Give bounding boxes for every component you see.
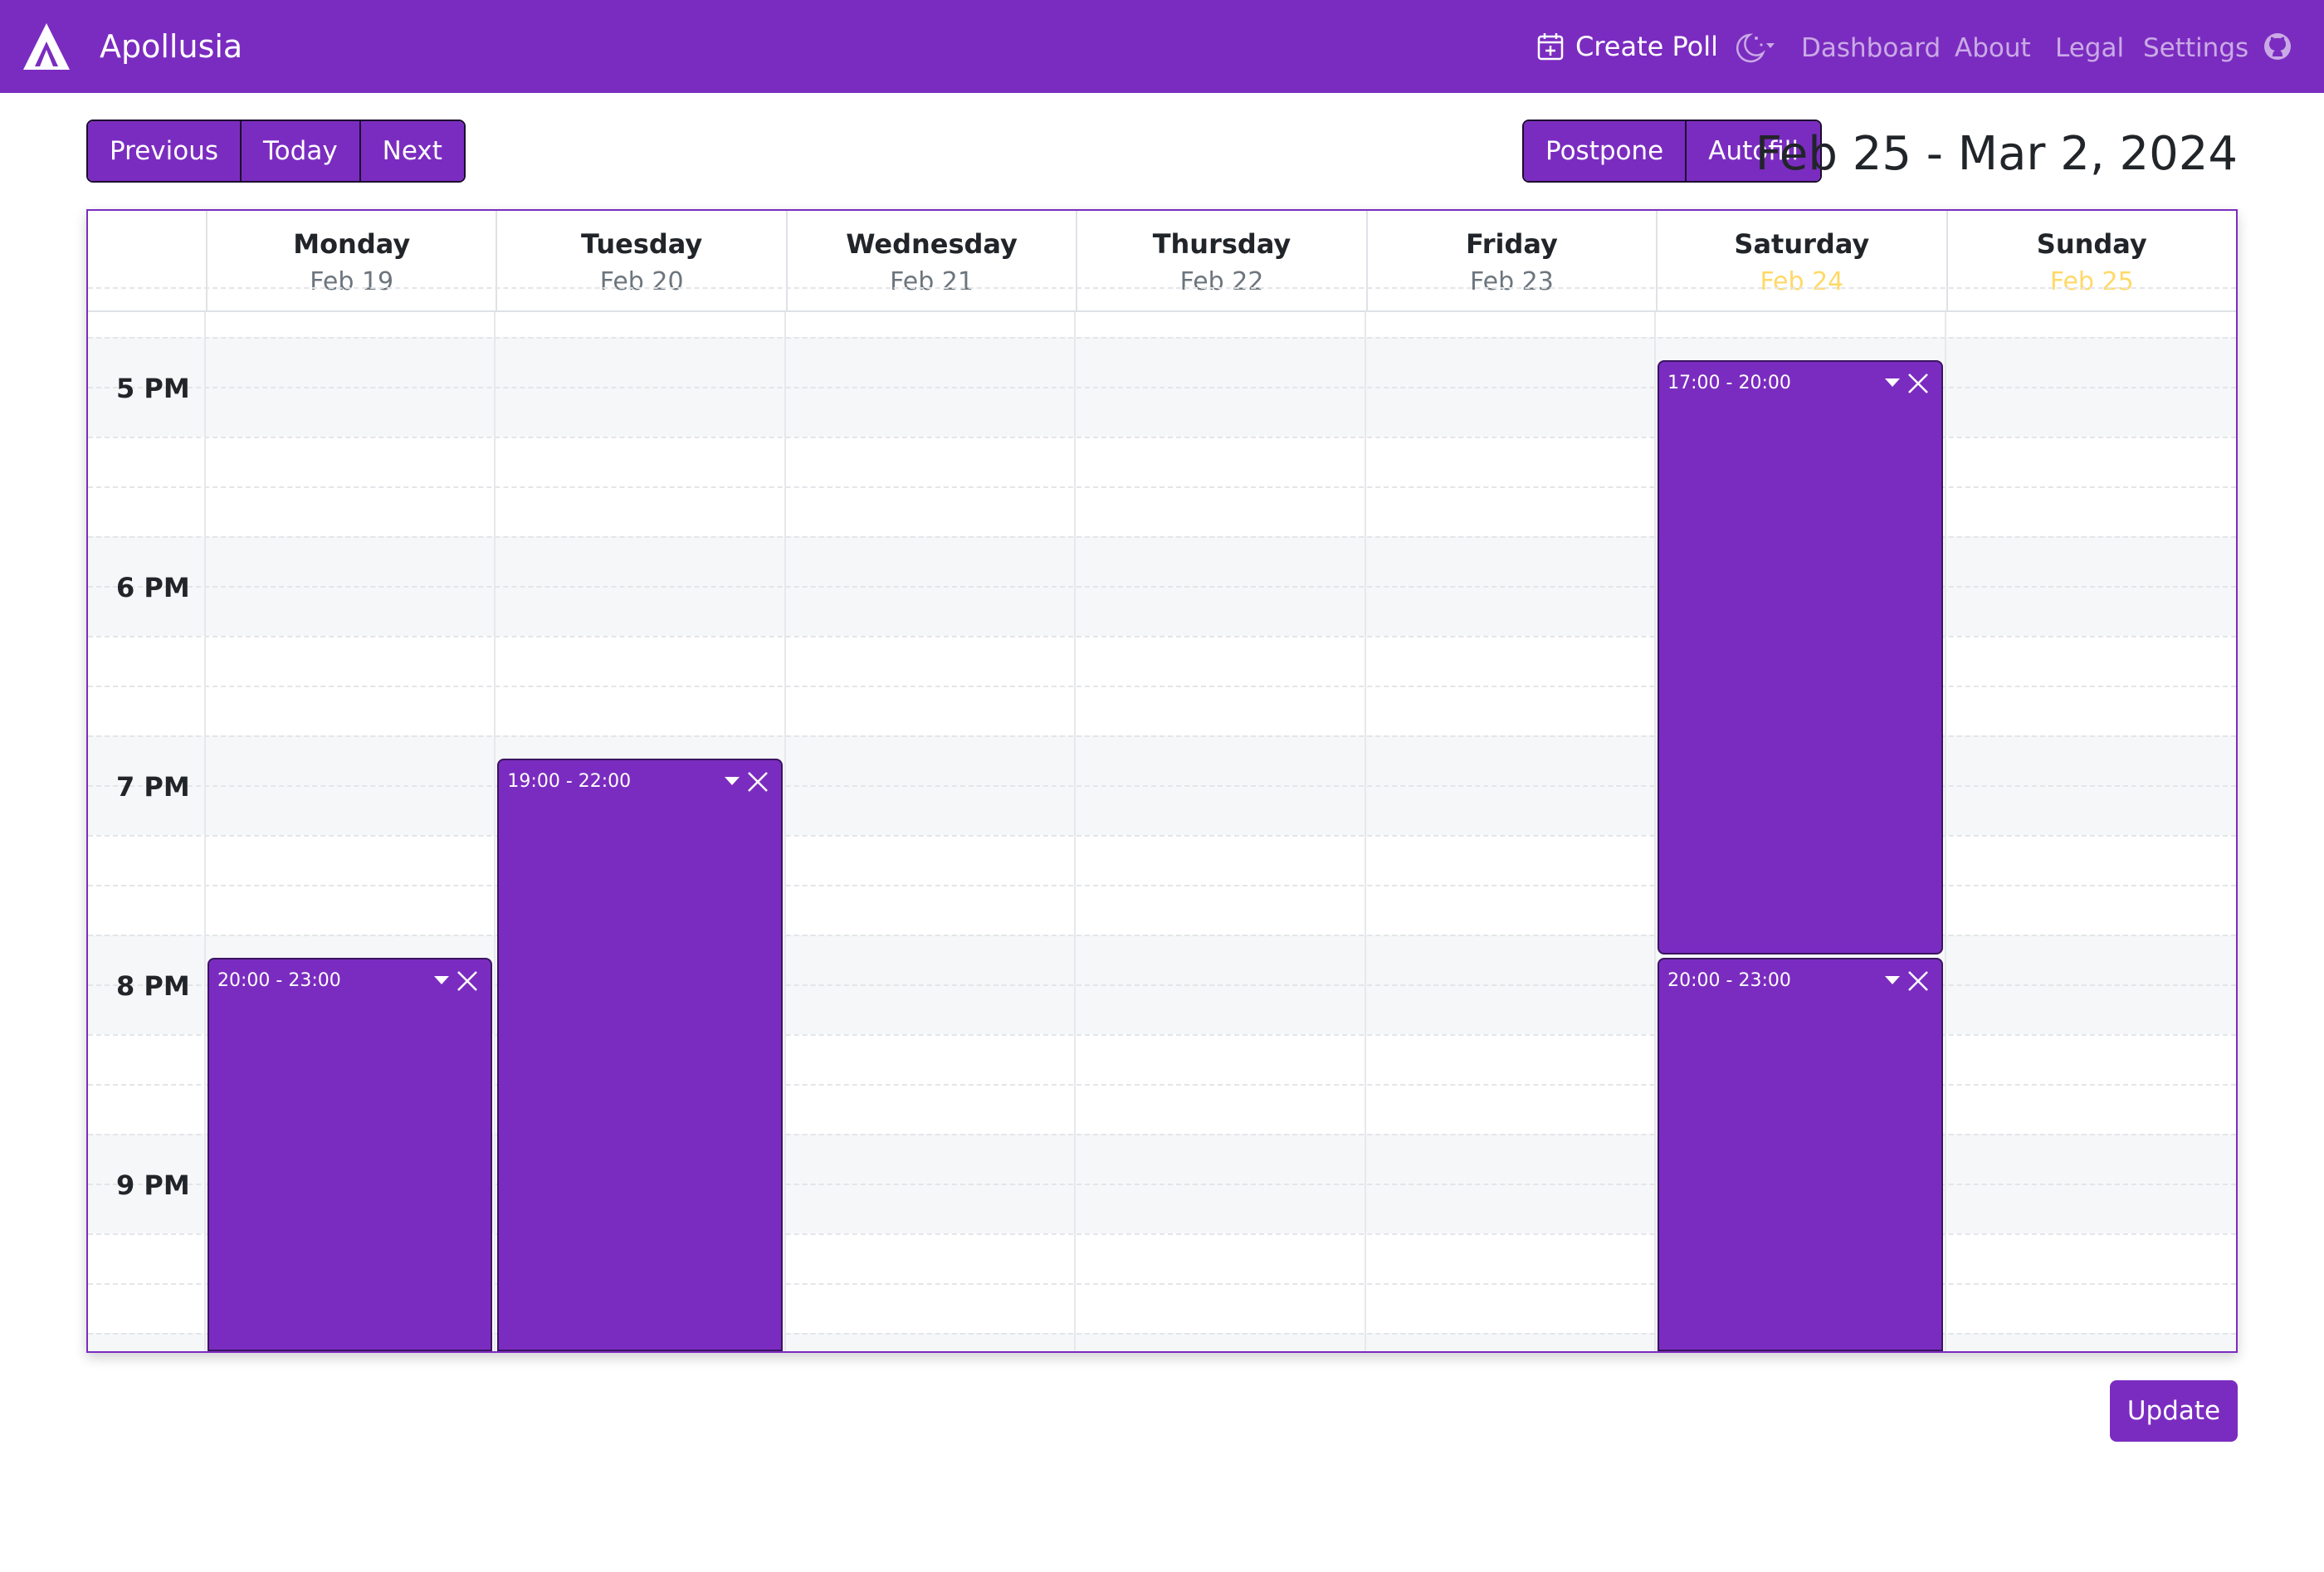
caret-down-icon[interactable] — [1884, 378, 1900, 387]
day-date: Feb 23 — [1470, 267, 1554, 296]
day-header-saturday: Saturday Feb 24 — [1656, 211, 1946, 310]
caret-down-icon[interactable] — [434, 976, 450, 984]
day-date: Feb 22 — [1179, 267, 1264, 296]
day-header-sunday: Sunday Feb 25 — [1946, 211, 2236, 310]
close-icon[interactable] — [456, 969, 479, 993]
column-divider — [494, 312, 496, 1351]
create-poll-label: Create Poll — [1575, 31, 1719, 62]
close-icon[interactable] — [1907, 969, 1930, 993]
day-name: Wednesday — [846, 228, 1018, 260]
day-date: Feb 25 — [2049, 267, 2134, 296]
time-slot[interactable] — [88, 287, 2236, 337]
nav-about-link[interactable]: About — [1955, 33, 2031, 63]
hour-label: 6 PM — [116, 572, 190, 603]
day-name: Saturday — [1734, 228, 1870, 260]
day-name: Tuesday — [581, 228, 703, 260]
event-time-label: 20:00 - 23:00 — [1667, 970, 1791, 991]
calendar-plus-icon — [1537, 33, 1564, 61]
day-name: Friday — [1465, 228, 1558, 260]
time-slot[interactable] — [88, 1084, 2236, 1134]
next-button[interactable]: Next — [360, 121, 464, 181]
hour-label: 5 PM — [116, 373, 190, 404]
event-time-label: 20:00 - 23:00 — [217, 970, 341, 991]
week-calendar: Monday Feb 19 Tuesday Feb 20 Wednesday Feb 21… — [86, 209, 2238, 1353]
availability-event[interactable]: 17:00 - 20:00 — [1658, 360, 1943, 954]
day-name: Thursday — [1152, 228, 1291, 260]
close-icon[interactable] — [746, 770, 769, 793]
previous-button[interactable]: Previous — [88, 121, 242, 181]
day-date: Feb 20 — [599, 267, 684, 296]
availability-event[interactable]: 20:00 - 23:00 — [208, 958, 493, 1351]
column-divider — [204, 312, 206, 1351]
day-header-monday: Monday Feb 19 — [206, 211, 496, 310]
day-name: Sunday — [2036, 228, 2147, 260]
time-slot[interactable] — [88, 686, 2236, 735]
brand-name[interactable]: Apollusia — [100, 28, 243, 65]
nav-dashboard-link[interactable]: Dashboard — [1801, 33, 1941, 63]
column-divider — [1944, 312, 1946, 1351]
column-divider — [1074, 312, 1077, 1351]
update-button[interactable]: Update — [2110, 1380, 2238, 1442]
hour-label: 8 PM — [116, 970, 190, 1002]
time-slot[interactable] — [88, 885, 2236, 935]
postpone-button[interactable]: Postpone — [1524, 121, 1687, 181]
today-button[interactable]: Today — [242, 121, 361, 181]
close-icon[interactable] — [1907, 372, 1930, 395]
availability-event[interactable]: 19:00 - 22:00 — [497, 759, 783, 1351]
day-header-friday: Friday Feb 23 — [1365, 211, 1656, 310]
time-slot[interactable] — [88, 636, 2236, 686]
day-header-wednesday: Wednesday Feb 21 — [785, 211, 1076, 310]
date-range-title: Feb 25 - Mar 2, 2024 — [1755, 127, 2238, 181]
caret-down-icon[interactable] — [724, 777, 740, 785]
caret-down-icon[interactable] — [1884, 976, 1900, 984]
moon-stars-icon[interactable] — [1731, 28, 1776, 66]
calendar-grid[interactable]: 5 PM 6 PM 7 PM 8 PM 9 PM 20:00 - 23:00 19:00 -… — [88, 287, 2236, 1351]
time-slot[interactable] — [88, 1233, 2236, 1283]
hour-label: 9 PM — [116, 1169, 190, 1201]
apollusia-logo-icon[interactable] — [22, 22, 71, 71]
day-date: Feb 19 — [310, 267, 394, 296]
event-time-label: 17:00 - 20:00 — [1667, 373, 1791, 393]
availability-event[interactable]: 20:00 - 23:00 — [1658, 958, 1943, 1351]
time-slot[interactable] — [88, 1034, 2236, 1084]
calendar-header: Monday Feb 19 Tuesday Feb 20 Wednesday Feb 21… — [88, 211, 2236, 312]
create-poll-link[interactable]: Create Poll — [1537, 25, 1718, 68]
day-header-tuesday: Tuesday Feb 20 — [496, 211, 785, 310]
day-name: Monday — [293, 228, 411, 260]
time-slot[interactable] — [88, 437, 2236, 486]
autofill-button[interactable]: Autofill — [1687, 121, 1820, 181]
github-icon[interactable] — [2263, 32, 2292, 61]
nav-legal-link[interactable]: Legal — [2055, 33, 2125, 63]
time-slot[interactable] — [88, 486, 2236, 536]
action-group: Postpone Autofill — [1522, 120, 1822, 183]
day-date: Feb 24 — [1760, 267, 1844, 296]
time-slot[interactable] — [88, 835, 2236, 885]
nav-settings-link[interactable]: Settings — [2143, 33, 2249, 63]
week-nav-group: Previous Today Next — [86, 120, 466, 183]
time-slot[interactable] — [88, 1283, 2236, 1333]
navbar: Apollusia Create Poll Dashboard About Le… — [0, 0, 2324, 93]
event-time-label: 19:00 - 22:00 — [507, 771, 632, 792]
hour-label: 7 PM — [116, 771, 190, 803]
day-header-thursday: Thursday Feb 22 — [1076, 211, 1365, 310]
column-divider — [1654, 312, 1657, 1351]
column-divider — [784, 312, 786, 1351]
day-date: Feb 21 — [890, 267, 974, 296]
column-divider — [1364, 312, 1366, 1351]
